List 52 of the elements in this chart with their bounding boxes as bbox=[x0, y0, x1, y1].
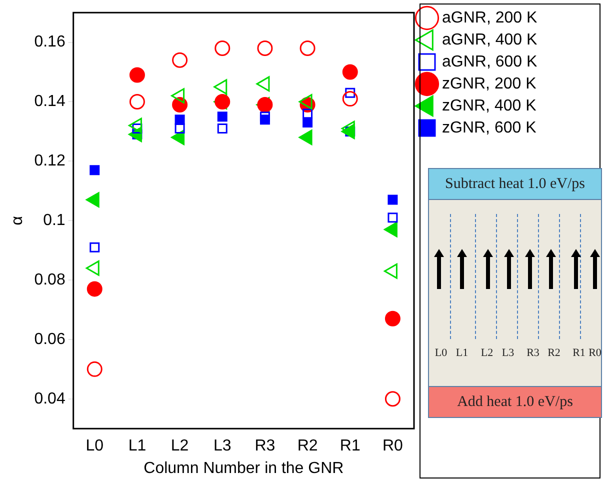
x-tick-label: L0 bbox=[86, 438, 104, 455]
point bbox=[129, 94, 145, 110]
x-tick-label: L1 bbox=[128, 438, 146, 455]
x-axis-title: Column Number in the GNR bbox=[144, 460, 344, 477]
y-tick-label: 0.16 bbox=[34, 34, 66, 51]
point bbox=[302, 118, 313, 128]
point bbox=[384, 310, 400, 326]
y-tick-label: 0.1 bbox=[43, 212, 66, 230]
point bbox=[257, 40, 273, 56]
point bbox=[300, 40, 316, 56]
y-axis-title: α bbox=[9, 216, 26, 226]
point bbox=[345, 88, 356, 98]
x-tick-label: R3 bbox=[254, 438, 276, 455]
point bbox=[257, 96, 273, 112]
point bbox=[260, 112, 270, 122]
ribbon-schematic: Subtract heat 1.0 eV/ps Add heat 1.0 eV/ps L0 L1 L2 L3 R3 R2 R1 R0 bbox=[428, 168, 602, 418]
point bbox=[90, 165, 100, 176]
legend-label: zGNR, 600 K bbox=[442, 119, 537, 136]
legend-label: aGNR, 600 K bbox=[442, 53, 538, 70]
y-tick-label: 0.06 bbox=[34, 330, 66, 348]
y-tick-label: 0.14 bbox=[34, 93, 66, 110]
x-tick-label: R0 bbox=[382, 438, 404, 455]
point bbox=[90, 242, 100, 252]
y-tick-label: 0.08 bbox=[34, 271, 66, 288]
heating-strip: Add heat 1.0 eV/ps bbox=[429, 386, 601, 417]
legend-label: zGNR, 200 K bbox=[442, 75, 537, 92]
point bbox=[342, 64, 358, 80]
y-tick-label: 0.04 bbox=[34, 390, 66, 408]
legend-label: aGNR, 400 K bbox=[442, 31, 538, 48]
legend-label: zGNR, 400 K bbox=[442, 97, 537, 114]
x-tick-label: L2 bbox=[170, 438, 189, 455]
y-tick-label: 0.12 bbox=[34, 152, 66, 170]
point bbox=[86, 281, 102, 297]
x-tick-label: L3 bbox=[213, 438, 232, 455]
x-tick-label: R2 bbox=[297, 438, 318, 455]
point bbox=[129, 67, 145, 83]
point bbox=[342, 91, 358, 107]
point bbox=[172, 52, 188, 68]
point bbox=[388, 194, 398, 205]
point bbox=[217, 123, 228, 134]
point bbox=[388, 212, 398, 223]
point bbox=[174, 114, 185, 125]
point bbox=[174, 123, 185, 134]
x-tick-label: R1 bbox=[340, 438, 360, 455]
legend-label: aGNR, 200 K bbox=[442, 9, 538, 26]
point bbox=[384, 391, 400, 407]
point bbox=[86, 361, 102, 377]
point bbox=[214, 94, 230, 110]
point bbox=[217, 112, 228, 122]
point bbox=[302, 108, 313, 119]
cooling-strip: Subtract heat 1.0 eV/ps bbox=[429, 169, 601, 200]
point bbox=[214, 40, 230, 56]
